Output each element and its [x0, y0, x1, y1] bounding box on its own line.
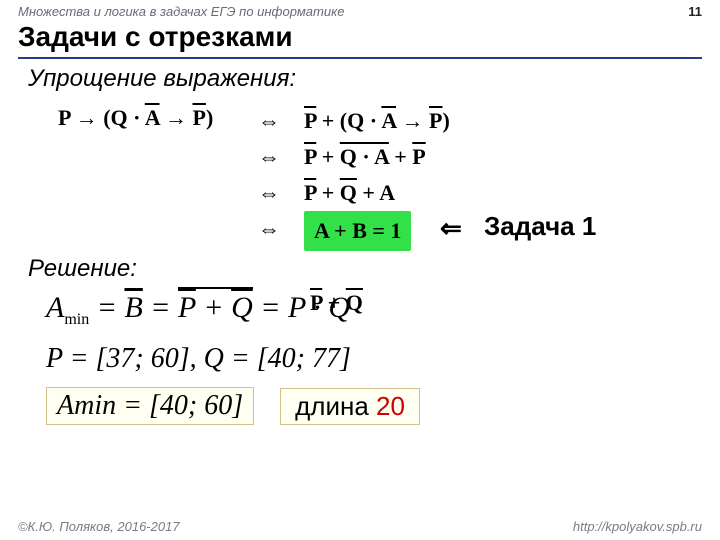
section-subtitle: Упрощение выражения: [0, 65, 720, 93]
header-left: Множества и логика в задачах ЕГЭ по инфо… [18, 4, 344, 19]
iff-1: ⇔ [258, 103, 280, 139]
slide-title: Задачи с отрезками [0, 21, 720, 53]
footer-right: http://kpolyakov.spb.ru [573, 519, 702, 534]
iff-column: ⇔ ⇔ ⇔ ⇔ [258, 103, 280, 247]
pq-intervals: P = [37; 60], Q = [40; 77] [0, 329, 720, 375]
derivation-lhs: P → (Q · A → P) [58, 105, 213, 131]
length-box: длина 20 [280, 388, 420, 425]
iff-4: ⇔ [258, 211, 280, 247]
rhs-row-4: A + B = 1 [304, 211, 450, 247]
solution-label: Решение: [0, 249, 720, 283]
result-row: Amin = [40; 60] длина 20 [0, 375, 720, 425]
rhs-row-1: P + (Q · A → P) [304, 103, 450, 139]
amin-result-box: Amin = [40; 60] [46, 387, 254, 425]
footer-left: ©К.Ю. Поляков, 2016-2017 [18, 519, 180, 534]
slide-footer: ©К.Ю. Поляков, 2016-2017 http://kpolyako… [0, 519, 720, 534]
big-left-arrow: ⇐ [440, 213, 462, 244]
length-label: длина [295, 391, 376, 421]
pq-overline-aside: P + Q [310, 290, 363, 316]
rhs-row-2: P + Q · A + P [304, 139, 450, 175]
rhs-column: P + (Q · A → P) P + Q · A + P P + Q + A … [304, 103, 450, 247]
rhs-row-3: P + Q + A [304, 175, 450, 211]
page-number: 11 [688, 4, 702, 19]
derivation-block: P → (Q · A → P) ⇔ ⇔ ⇔ ⇔ P + (Q · A → P) … [0, 99, 720, 249]
task-label: Задача 1 [484, 211, 596, 242]
slide-header: Множества и логика в задачах ЕГЭ по инфо… [0, 0, 720, 21]
iff-2: ⇔ [258, 139, 280, 175]
iff-3: ⇔ [258, 175, 280, 211]
length-value: 20 [376, 391, 405, 421]
title-rule [18, 57, 702, 59]
